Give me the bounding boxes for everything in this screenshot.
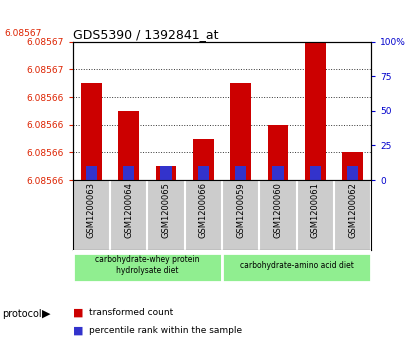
Bar [272,166,284,180]
Bar [347,166,359,180]
Text: ■: ■ [73,307,83,317]
Bar [156,166,176,180]
Text: 6.08567: 6.08567 [4,29,42,38]
Bar [160,166,172,180]
Text: GSM1200064: GSM1200064 [124,182,133,238]
Bar [198,166,209,180]
Text: protocol: protocol [2,309,42,319]
Bar [230,83,251,180]
Text: ▶: ▶ [42,309,50,319]
Bar [193,139,214,180]
Text: GSM1200065: GSM1200065 [161,182,171,238]
Bar [310,166,321,180]
Bar [342,152,363,180]
Text: GSM1200061: GSM1200061 [311,182,320,238]
Bar [268,125,288,180]
FancyBboxPatch shape [222,253,371,281]
Text: transformed count: transformed count [89,308,173,317]
Bar [81,83,102,180]
Text: GDS5390 / 1392841_at: GDS5390 / 1392841_at [73,28,218,41]
Bar [305,42,326,180]
Text: GSM1200062: GSM1200062 [348,182,357,238]
FancyBboxPatch shape [73,253,222,281]
Text: GSM1200066: GSM1200066 [199,182,208,238]
Text: percentile rank within the sample: percentile rank within the sample [89,326,242,335]
Text: GSM1200060: GSM1200060 [273,182,283,238]
Bar [118,111,139,180]
Text: ■: ■ [73,325,83,335]
Bar [235,166,247,180]
Text: carbohydrate-whey protein
hydrolysate diet: carbohydrate-whey protein hydrolysate di… [95,256,200,275]
Bar [85,166,97,180]
Text: carbohydrate-amino acid diet: carbohydrate-amino acid diet [240,261,354,270]
Text: GSM1200063: GSM1200063 [87,182,96,238]
Text: GSM1200059: GSM1200059 [236,182,245,238]
Bar [123,166,134,180]
